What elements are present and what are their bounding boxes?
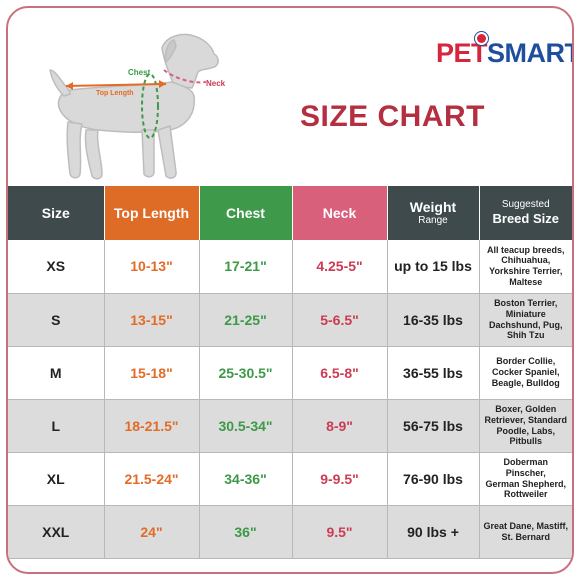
header-weight-label: Weight xyxy=(409,199,457,216)
chest-cell: 17-21" xyxy=(199,240,293,294)
neck-cell: 9-9.5" xyxy=(292,452,388,506)
chest-cell: 21-25" xyxy=(199,293,293,347)
weight-cell: 16-35 lbs xyxy=(387,293,480,347)
size-cell: XS xyxy=(8,240,105,294)
breed-line: Border Collie, xyxy=(496,356,556,367)
size-cell: S xyxy=(8,293,105,347)
table-row: XS 10-13" 17-21" 4.25-5" up to 15 lbs All tea… xyxy=(8,240,572,294)
header-weight-sub: Range xyxy=(418,215,448,227)
neck-cell: 6.5-8" xyxy=(292,346,388,400)
chart-header: Chest Neck Top Length PETSMART SIZE CHAR… xyxy=(8,8,572,186)
neck-diagram-label: Neck xyxy=(206,79,226,88)
table-row: L 18-21.5" 30.5-34" 8-9" 56-75 lbs Boxer, Gol… xyxy=(8,399,572,453)
breed-line: Great Dane, Mastiff, xyxy=(483,520,569,531)
header-breed-label: Breed Size xyxy=(492,211,559,227)
breed-cell: Boston Terrier, Miniature Dachshund, Pug, S… xyxy=(479,293,572,347)
dog-measurement-icon xyxy=(49,33,219,180)
breed-line: St. Bernard xyxy=(501,531,550,542)
table-row: M 15-18" 25-30.5" 6.5-8" 36-55 lbs Border Col… xyxy=(8,346,572,400)
breed-cell: Doberman Pinscher, German Shepherd, Rottwe… xyxy=(479,452,572,506)
breed-line: Rottweiler xyxy=(503,489,548,500)
breed-line: Doberman Pinscher, xyxy=(503,456,548,478)
breed-line: Maltese xyxy=(509,277,543,288)
breed-line: Miniature xyxy=(505,308,546,319)
logo-text-pet: PET xyxy=(436,38,488,68)
breed-line: Yorkshire Terrier, xyxy=(489,266,563,277)
chest-cell: 25-30.5" xyxy=(199,346,293,400)
breed-cell: Border Collie, Cocker Spaniel, Beagle, Bul… xyxy=(479,346,572,400)
chest-cell: 30.5-34" xyxy=(199,399,293,453)
size-chart-card: Chest Neck Top Length PETSMART SIZE CHAR… xyxy=(6,6,574,574)
header-size: Size xyxy=(8,186,105,240)
table-row: XL 21.5-24" 34-36" 9-9.5" 76-90 lbs Doberman … xyxy=(8,452,572,506)
table-row: XXL 24" 36" 9.5" 90 lbs + Great Dane, Mastiff… xyxy=(8,505,572,559)
chest-diagram-label: Chest xyxy=(128,68,151,77)
size-cell: XXL xyxy=(8,505,105,559)
breed-line: Retriever, Standard xyxy=(484,414,568,425)
top-length-cell: 24" xyxy=(104,505,200,559)
top-length-cell: 10-13" xyxy=(104,240,200,294)
neck-cell: 4.25-5" xyxy=(292,240,388,294)
breed-line: All teacup breeds, xyxy=(486,244,565,255)
top-length-cell: 21.5-24" xyxy=(104,452,200,506)
chest-cell: 34-36" xyxy=(199,452,293,506)
size-cell: M xyxy=(8,346,105,400)
breed-line: Cocker Spaniel, xyxy=(491,367,560,378)
weight-cell: 36-55 lbs xyxy=(387,346,480,400)
petsmart-logo: PETSMART xyxy=(436,34,574,69)
breed-line: Chihuahua, xyxy=(501,255,551,266)
header-weight: Weight Range xyxy=(387,186,480,240)
breed-line: Poodle, Labs, xyxy=(496,425,555,436)
header-chest: Chest xyxy=(199,186,293,240)
neck-cell: 8-9" xyxy=(292,399,388,453)
breed-line: Dachshund, Pug, xyxy=(488,319,563,330)
neck-cell: 5-6.5" xyxy=(292,293,388,347)
logo-text-smart: SMART xyxy=(487,38,574,68)
top-length-cell: 13-15" xyxy=(104,293,200,347)
breed-cell: Great Dane, Mastiff, St. Bernard xyxy=(479,505,572,559)
logo-ball-icon xyxy=(477,34,486,43)
breed-line: Beagle, Bulldog xyxy=(491,377,560,388)
weight-cell: up to 15 lbs xyxy=(387,240,480,294)
breed-line: German Shepherd, xyxy=(485,478,567,489)
breed-line: Pitbulls xyxy=(509,436,542,447)
header-top-length: Top Length xyxy=(104,186,200,240)
weight-cell: 56-75 lbs xyxy=(387,399,480,453)
size-table: Size Top Length Chest Neck Weight Range … xyxy=(8,186,572,559)
size-cell: XL xyxy=(8,452,105,506)
top-length-cell: 18-21.5" xyxy=(104,399,200,453)
weight-cell: 76-90 lbs xyxy=(387,452,480,506)
breed-line: Boston Terrier, xyxy=(494,297,558,308)
breed-cell: All teacup breeds, Chihuahua, Yorkshire Te… xyxy=(479,240,572,294)
top-length-cell: 15-18" xyxy=(104,346,200,400)
table-row: S 13-15" 21-25" 5-6.5" 16-35 lbs Boston Terri… xyxy=(8,293,572,347)
size-cell: L xyxy=(8,399,105,453)
table-header-row: Size Top Length Chest Neck Weight Range … xyxy=(8,186,572,240)
breed-line: Boxer, Golden xyxy=(495,403,557,414)
weight-cell: 90 lbs + xyxy=(387,505,480,559)
breed-cell: Boxer, Golden Retriever, Standard Poodle, … xyxy=(479,399,572,453)
chest-cell: 36" xyxy=(199,505,293,559)
header-breed: Suggested Breed Size xyxy=(479,186,572,240)
header-breed-sub: Suggested xyxy=(501,198,550,210)
breed-line: Shih Tzu xyxy=(507,330,545,341)
top-length-diagram-label: Top Length xyxy=(96,90,134,97)
header-neck: Neck xyxy=(292,186,388,240)
neck-cell: 9.5" xyxy=(292,505,388,559)
page-title: SIZE CHART xyxy=(300,100,485,133)
